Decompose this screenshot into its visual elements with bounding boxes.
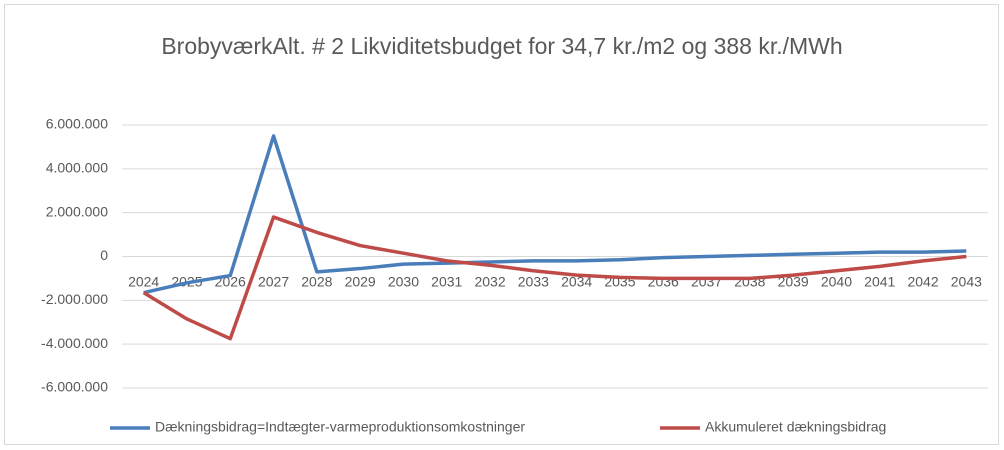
y-tick-label: -2.000.000 (41, 291, 108, 307)
x-tick-label: 2031 (431, 274, 462, 290)
x-tick-label: 2028 (301, 274, 332, 290)
y-tick-label: -6.000.000 (41, 379, 108, 395)
x-tick-label: 2024 (128, 274, 159, 290)
y-tick-label: 2.000.000 (46, 203, 108, 219)
x-tick-label: 2034 (561, 274, 592, 290)
x-tick-label: 2042 (907, 274, 938, 290)
x-tick-label: 2043 (951, 274, 982, 290)
x-tick-label: 2030 (388, 274, 419, 290)
legend-label: Dækningsbidrag=Indtægter-varmeproduktion… (155, 419, 525, 435)
y-tick-label: 0 (100, 247, 108, 263)
series-line (143, 134, 967, 295)
chart-title: BrobyværkAlt. # 2 Likviditetsbudget for … (161, 33, 843, 59)
x-tick-label: 2027 (258, 274, 289, 290)
x-tick-label: 2041 (864, 274, 895, 290)
chart-border (4, 4, 999, 445)
legend-label: Akkumuleret dækningsbidrag (705, 419, 886, 435)
y-tick-label: 6.000.000 (46, 116, 108, 132)
x-tick-label: 2040 (821, 274, 852, 290)
x-tick-label: 2039 (778, 274, 809, 290)
y-tick-label: 4.000.000 (46, 160, 108, 176)
series-line (142, 215, 967, 341)
x-tick-label: 2032 (474, 274, 505, 290)
x-tick-label: 2033 (518, 274, 549, 290)
y-tick-label: -4.000.000 (41, 335, 108, 351)
x-tick-label: 2037 (691, 274, 722, 290)
x-tick-label: 2029 (345, 274, 376, 290)
x-tick-label: 2036 (648, 274, 679, 290)
